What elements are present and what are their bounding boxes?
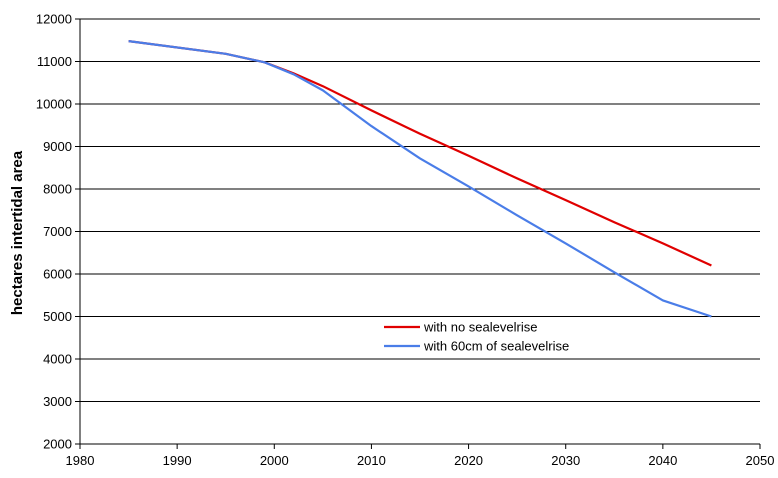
y-tick-label: 3000 bbox=[43, 394, 72, 409]
y-tick-label: 8000 bbox=[43, 182, 72, 197]
y-tick-label: 6000 bbox=[43, 267, 72, 282]
horizontal-gridlines bbox=[80, 18, 760, 402]
axes bbox=[75, 18, 761, 449]
y-tick-label: 10000 bbox=[36, 97, 72, 112]
y-tick-label: 9000 bbox=[43, 139, 72, 154]
legend: with no sealevelrise with 60cm of sealeve… bbox=[384, 320, 569, 354]
x-tick-label: 2000 bbox=[260, 453, 289, 468]
x-tick-labels: 1980 1990 2000 2010 2020 2030 2040 2050 bbox=[66, 453, 775, 468]
x-tick-label: 2040 bbox=[648, 453, 677, 468]
x-tick-label: 1990 bbox=[163, 453, 192, 468]
x-tick-label: 2010 bbox=[357, 453, 386, 468]
y-tick-label: 7000 bbox=[43, 224, 72, 239]
y-tick-label: 2000 bbox=[43, 437, 72, 452]
y-tick-label: 12000 bbox=[36, 12, 72, 27]
y-tick-label: 4000 bbox=[43, 352, 72, 367]
data-series bbox=[128, 40, 712, 318]
x-tick-label: 2030 bbox=[551, 453, 580, 468]
legend-label-1: with 60cm of sealevelrise bbox=[423, 339, 569, 354]
x-tick-label: 2050 bbox=[746, 453, 775, 468]
y-tick-label: 11000 bbox=[37, 54, 72, 69]
x-tick-label: 2020 bbox=[454, 453, 483, 468]
y-tick-labels: 2000 3000 4000 5000 6000 7000 8000 9000 10000 110… bbox=[36, 12, 72, 452]
y-tick-label: 5000 bbox=[43, 309, 72, 324]
series-line-1 bbox=[128, 40, 712, 318]
legend-label-0: with no sealevelrise bbox=[423, 320, 537, 335]
x-tick-label: 1980 bbox=[66, 453, 95, 468]
y-axis-label: hectares intertidal area bbox=[9, 150, 26, 315]
